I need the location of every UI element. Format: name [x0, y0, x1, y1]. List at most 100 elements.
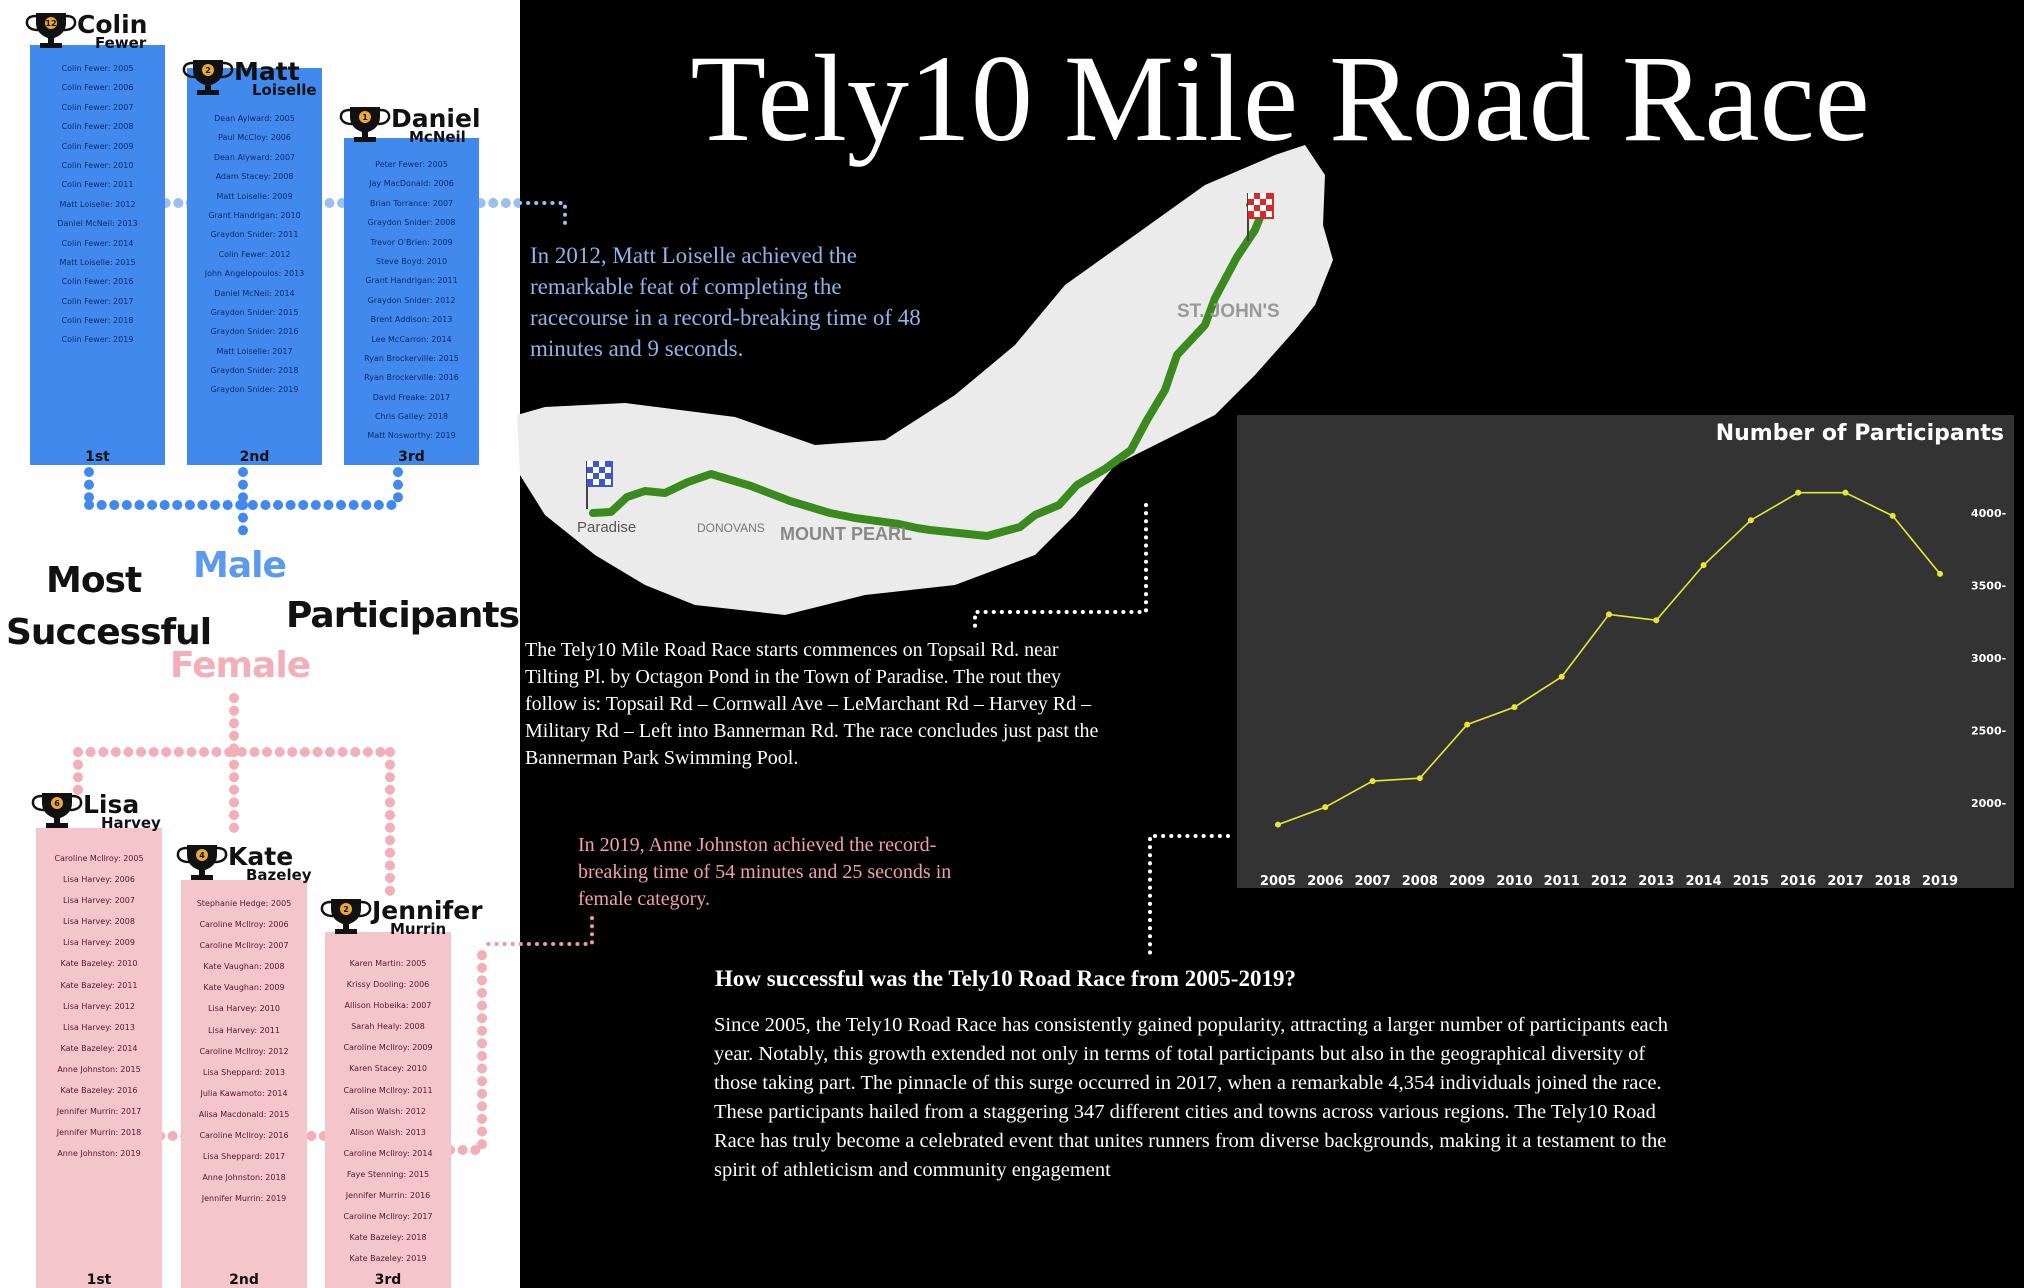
page-title: Tely10 Mile Road Race — [690, 30, 1870, 167]
winner-entry: Colin Fewer: 2016 — [61, 277, 134, 287]
first-name: Daniel — [391, 104, 481, 133]
winner-entry: Ryan Brockerville: 2016 — [364, 373, 459, 383]
winner-entry: Graydon Snider: 2012 — [367, 295, 456, 305]
route-map: Paradise DONOVANS MOUNT PEARL ST. JOHN'S — [517, 145, 1333, 615]
x-tick-label: 2015 — [1733, 874, 1769, 888]
winner-entry: Sarah Healy: 2008 — [351, 1022, 425, 1032]
winner-entry: Brian Torrance: 2007 — [369, 198, 454, 208]
winner-entry: Anne Johnston: 2018 — [202, 1173, 286, 1183]
label-successful: Successful — [6, 612, 212, 653]
map-label-donovans: DONOVANS — [697, 521, 765, 535]
map-label-paradise: Paradise — [577, 519, 636, 536]
trophy-icon: 2 — [182, 60, 234, 95]
start-flag-icon — [586, 461, 613, 509]
winner-entry: Faye Stenning: 2015 — [346, 1169, 430, 1179]
female-column-2nd: Stephanie Hedge: 2005 Caroline McIlroy: 2… — [181, 880, 307, 1288]
winner-entry: Krissy Dooling: 2006 — [346, 980, 430, 990]
y-tick-label: 2000- — [1971, 797, 2006, 810]
female-place-label: 3rd — [374, 1272, 402, 1288]
winner-entry: Colin Fewer: 2006 — [61, 83, 134, 93]
x-tick-label: 2007 — [1354, 874, 1390, 888]
first-name: Matt — [234, 57, 300, 86]
winner-entry: Adam Stacey: 2008 — [215, 172, 294, 182]
winner-entry: Dean Alyward: 2007 — [213, 152, 296, 162]
female-winner-name: Kate Bazeley — [228, 842, 312, 884]
data-point — [1275, 821, 1281, 828]
winner-entry: Graydon Snider: 2018 — [210, 366, 299, 376]
winner-entry: Jennifer Murrin: 2016 — [345, 1191, 431, 1201]
winner-entry: Paul McCloy: 2006 — [218, 133, 291, 143]
winner-entry: Lisa Harvey: 2011 — [208, 1025, 280, 1035]
winner-entry: Colin Fewer: 2009 — [61, 141, 134, 151]
male-column-2nd: Dean Aylward: 2005 Paul McCloy: 2006 Dean … — [187, 68, 322, 465]
winner-entry: Kate Bazeley: 2016 — [60, 1086, 138, 1096]
x-tick-label: 2005 — [1260, 874, 1296, 888]
winner-entry: Lisa Harvey: 2007 — [63, 896, 135, 906]
winner-entry: Matt Loiselle: 2009 — [216, 191, 293, 201]
winner-entry: Grant Handrigan: 2010 — [208, 210, 301, 220]
male-column-1st: Colin Fewer: 2005 Colin Fewer: 2006 Colin … — [30, 45, 165, 465]
male-place-label: 2nd — [239, 449, 270, 465]
male-winner-name: Daniel McNeil — [391, 104, 481, 146]
map-label-st-johns: ST. JOHN'S — [1177, 301, 1280, 322]
winner-entry: Colin Fewer: 2019 — [61, 335, 134, 345]
winner-entry: Dean Aylward: 2005 — [214, 114, 295, 123]
winner-entry: Colin Fewer: 2018 — [61, 316, 134, 326]
winner-entry: Lisa Sheppard: 2017 — [202, 1152, 286, 1162]
winner-entry: Anne Johnston: 2019 — [57, 1149, 141, 1159]
first-name: Kate — [228, 842, 294, 871]
male-winner-list: Peter Fewer: 2005 Jay MacDonald: 2006 Bria… — [344, 155, 479, 446]
winner-entry: Caroline McIlroy: 2006 — [199, 920, 289, 930]
data-point — [1795, 489, 1802, 496]
female-winner-list: Stephanie Hedge: 2005 Caroline McIlroy: 2… — [181, 893, 307, 1209]
female-column-3rd: Karen Martin: 2005 Krissy Dooling: 2006 Al… — [325, 932, 451, 1288]
winner-entry: Caroline McIlroy: 2011 — [343, 1085, 433, 1095]
x-tick-label: 2017 — [1827, 874, 1863, 888]
last-name: McNeil — [409, 127, 466, 146]
map-label-mount-pearl: MOUNT PEARL — [780, 524, 912, 544]
series-line — [1277, 491, 1941, 826]
x-tick-label: 2010 — [1496, 874, 1532, 888]
x-tick-label: 2009 — [1449, 874, 1485, 888]
winner-entry: Grant Handrigan: 2011 — [365, 276, 458, 286]
x-tick-label: 2011 — [1544, 874, 1580, 888]
label-participants: Participants — [286, 595, 520, 636]
winner-entry: Anne Johnston: 2015 — [57, 1064, 141, 1074]
winner-entry: David Freake: 2017 — [372, 392, 451, 402]
female-column-1st: Caroline McIlroy: 2005 Lisa Harvey: 2006 L… — [36, 828, 162, 1288]
label-female: Female — [170, 645, 311, 686]
trophy-icon: 2 — [320, 899, 372, 934]
trophy-badge: 6 — [54, 799, 60, 808]
first-name: Jennifer — [372, 896, 483, 925]
last-name: Loiselle — [252, 80, 317, 99]
winner-entry: Brent Addison: 2013 — [370, 315, 453, 325]
chart-title: Number of Participants — [1715, 421, 2004, 446]
winner-entry: John Angelopoulos: 2013 — [204, 269, 305, 279]
winner-entry: Jennifer Murrin: 2017 — [56, 1107, 142, 1117]
data-point — [1653, 617, 1660, 624]
winner-entry: Graydon Snider: 2008 — [367, 218, 456, 228]
label-male: Male — [193, 545, 287, 586]
y-tick-label: 4000- — [1971, 507, 2006, 520]
winner-entry: Peter Fewer: 2005 — [375, 160, 448, 169]
x-tick-label: 2014 — [1685, 874, 1721, 888]
winner-entry: Graydon Snider: 2019 — [210, 385, 299, 395]
x-tick-label: 2018 — [1875, 874, 1911, 888]
female-place-label: 2nd — [229, 1272, 259, 1288]
last-name: Murrin — [390, 919, 447, 938]
male-winner-name: Matt Loiselle — [234, 57, 317, 99]
data-point — [1606, 611, 1612, 618]
winner-entry: Lisa Harvey: 2009 — [63, 938, 135, 948]
winner-entry: Lisa Harvey: 2006 — [63, 875, 135, 885]
winner-entry: Jennifer Murrin: 2018 — [56, 1128, 142, 1138]
winner-entry: Kate Bazeley: 2011 — [60, 980, 138, 990]
winner-entry: Colin Fewer: 2007 — [61, 102, 134, 112]
y-tick-label: 2500- — [1971, 724, 2006, 737]
trophy-icon: 4 — [176, 845, 228, 880]
winner-entry: Caroline McIlroy: 2005 — [54, 854, 144, 863]
x-tick-label: 2019 — [1922, 874, 1958, 888]
male-winner-name: Colin Fewer — [77, 12, 147, 50]
winner-entry: Daniel McNeil: 2013 — [57, 219, 138, 229]
last-name: Bazeley — [246, 865, 312, 884]
trophy-badge: 12 — [45, 19, 56, 28]
